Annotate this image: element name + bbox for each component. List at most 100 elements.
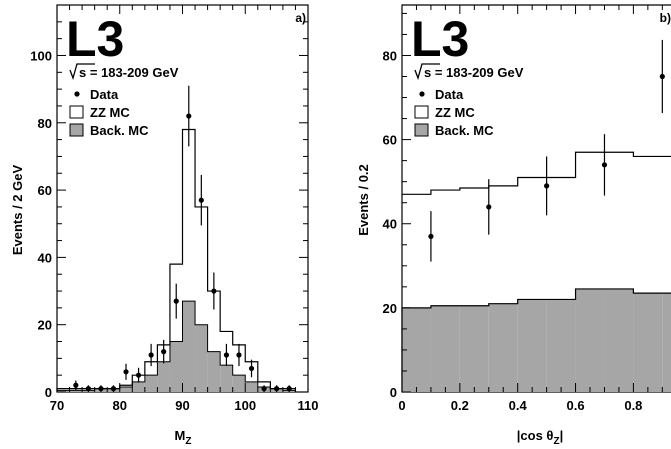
y-axis-title-a: Events / 2 GeV <box>10 165 25 256</box>
data-marker <box>601 162 608 168</box>
data-marker <box>659 73 665 80</box>
x-axis-title-a: MZ <box>175 428 192 447</box>
data-marker <box>110 386 117 392</box>
background-mc-bin <box>195 324 208 392</box>
data-point <box>173 283 179 319</box>
data-marker <box>186 113 192 119</box>
legend-data-label-a: Data <box>90 87 119 102</box>
data-marker <box>286 386 292 392</box>
data-point <box>85 385 91 392</box>
background-mc-bin <box>169 341 183 392</box>
legend-data-label-b: Data <box>435 87 464 102</box>
y-tick-label: 20 <box>383 301 397 316</box>
data-point <box>486 179 492 235</box>
data-point <box>198 174 204 226</box>
legend-back-box-b <box>414 123 429 137</box>
background-mc-bin <box>69 390 83 392</box>
panel-label-a: a) <box>295 11 306 25</box>
data-marker <box>223 352 230 358</box>
background-mc-bin <box>144 375 158 392</box>
data-point <box>186 85 192 147</box>
data-point <box>161 339 167 364</box>
data-point <box>428 211 434 262</box>
background-mc-bin <box>546 299 576 392</box>
data-marker <box>428 233 434 239</box>
data-point <box>544 156 550 216</box>
background-mc-bin <box>119 386 133 392</box>
data-point <box>211 272 217 310</box>
data-point <box>135 367 142 383</box>
background-mc-bin <box>604 288 634 392</box>
background-mc-bin <box>459 305 489 392</box>
energy-text-b: s = 183-209 GeV <box>424 65 524 80</box>
background-mc-outline <box>401 288 671 392</box>
legend-data-marker-a <box>74 91 80 97</box>
x-tick-label: 0 <box>398 398 405 413</box>
y-axis-title-b: Events / 0.2 <box>356 164 371 236</box>
background-mc-histogram-b <box>401 288 671 392</box>
experiment-logo-b: L3 <box>411 11 469 67</box>
data-points-a <box>73 85 292 392</box>
sqrt-icon <box>414 63 440 81</box>
x-tick-label: 110 <box>298 398 319 413</box>
x-tick-label: 70 <box>50 398 64 413</box>
y-tick-label: 20 <box>38 318 52 333</box>
y-tick-label: 80 <box>383 48 397 63</box>
data-point <box>286 385 292 392</box>
x-tick-label: 100 <box>234 398 256 413</box>
data-marker <box>135 372 142 378</box>
background-mc-bin <box>517 299 547 392</box>
legend-zz-label-a: ZZ MC <box>90 105 130 120</box>
energy-text-a: s = 183-209 GeV <box>79 65 179 80</box>
panel-label-b: b) <box>660 11 671 25</box>
energy-label-b: s = 183-209 GeV <box>414 63 524 81</box>
data-point <box>148 343 154 367</box>
data-marker <box>73 382 79 388</box>
data-point <box>601 134 608 196</box>
data-marker <box>211 288 217 294</box>
y-tick-label: 80 <box>38 116 52 131</box>
x-tick-label: 90 <box>175 398 189 413</box>
data-marker <box>261 386 267 392</box>
x-tick-label: 0.2 <box>451 398 469 413</box>
x-tick-label: 0.8 <box>624 398 642 413</box>
energy-label-a: s = 183-209 GeV <box>69 63 179 81</box>
x-tick-label: 0.6 <box>567 398 585 413</box>
data-marker <box>148 352 154 358</box>
background-mc-bin <box>232 375 246 392</box>
legend-back-box-a <box>69 123 84 137</box>
data-point <box>236 343 242 367</box>
data-marker <box>236 352 242 358</box>
x-axis-title-b-main: |cos θ <box>517 428 554 443</box>
data-point <box>659 39 665 114</box>
y-tick-label: 100 <box>30 48 52 63</box>
legend-zz-label-b: ZZ MC <box>435 105 475 120</box>
legend-zz-box-a <box>69 105 84 119</box>
data-marker <box>123 369 129 375</box>
zz-mc-histogram-b <box>402 151 671 195</box>
legend-a: Data ZZ MC Back. MC <box>69 87 149 138</box>
data-point <box>98 385 104 392</box>
background-mc-bin <box>245 381 258 392</box>
data-point <box>261 385 267 392</box>
y-tick-label: 40 <box>383 217 397 232</box>
background-mc-bin <box>157 361 170 392</box>
data-point <box>123 363 129 380</box>
legend-b: Data ZZ MC Back. MC <box>414 87 494 138</box>
background-mc-bin <box>57 390 70 392</box>
x-tick-label: 0.4 <box>509 398 528 413</box>
experiment-logo-a: L3 <box>66 11 124 67</box>
background-mc-bin <box>182 301 196 392</box>
y-tick-label: 60 <box>383 133 397 148</box>
data-point <box>274 385 280 392</box>
background-mc-bin <box>220 365 233 392</box>
sqrt-icon <box>69 63 95 81</box>
legend-back-label-b: Back. MC <box>435 123 494 138</box>
x-axis-title-a-sub: Z <box>185 436 191 447</box>
y-tick-label: 0 <box>45 385 52 400</box>
data-marker <box>544 183 550 189</box>
data-marker <box>248 365 255 372</box>
y-tick-label: 60 <box>38 183 52 198</box>
background-mc-bin <box>207 351 221 392</box>
